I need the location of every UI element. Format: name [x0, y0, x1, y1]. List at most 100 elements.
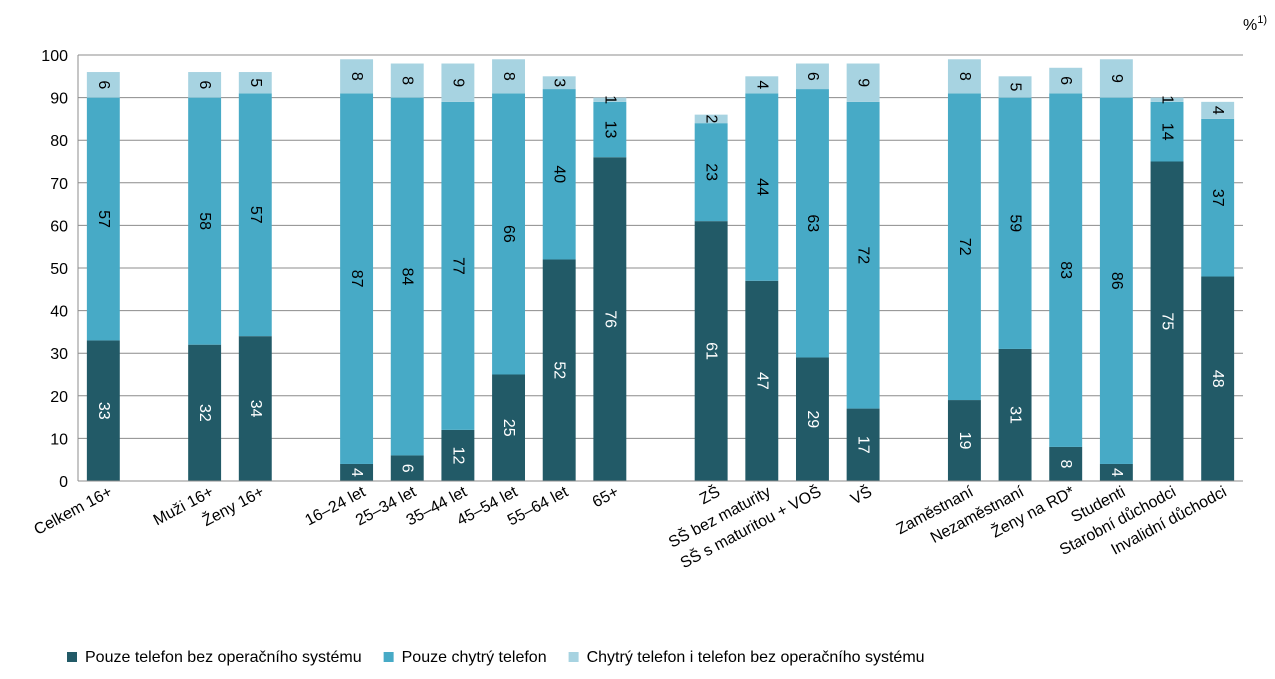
bar-segment-s1-c12 — [795, 357, 829, 481]
bar-segment-s3-c12 — [795, 63, 829, 90]
y-tick-label: 80 — [50, 133, 68, 150]
bar-segment-s3-c4 — [340, 59, 374, 94]
bars: 3357632586345754878684812779256685240376… — [86, 59, 1235, 482]
bar-segment-s1-c8 — [542, 259, 576, 481]
data-label-s1-c3: 34 — [247, 400, 264, 418]
bar-segment-s1-c7 — [492, 374, 526, 481]
data-label-s2-c16: 83 — [1057, 261, 1074, 279]
data-label-s3-c18: 1 — [1159, 95, 1176, 104]
bar-segment-s2-c14 — [947, 93, 981, 401]
bar-segment-s1-c17 — [1099, 463, 1133, 481]
data-label-s2-c4: 87 — [348, 270, 365, 288]
bar-segment-s2-c8 — [542, 89, 576, 260]
data-label-s2-c19: 37 — [1209, 189, 1226, 207]
bar-segment-s3-c3 — [238, 72, 272, 94]
bar-segment-s3-c15 — [998, 76, 1032, 98]
legend-entry-1: Pouze telefon bez operačního systému — [85, 649, 362, 666]
bar-segment-s3-c2 — [188, 72, 222, 98]
bar-segment-s2-c10 — [694, 123, 728, 222]
data-label-s1-c4: 4 — [348, 468, 365, 477]
y-tick-label: 50 — [50, 261, 68, 278]
data-label-s3-c6: 9 — [449, 78, 466, 87]
data-label-s2-c12: 63 — [804, 214, 821, 232]
data-label-s1-c16: 8 — [1057, 460, 1074, 469]
bar-segment-s1-c14 — [947, 400, 981, 481]
bar-segment-s2-c4 — [340, 93, 374, 464]
y-tick-label: 0 — [59, 474, 68, 491]
data-label-s3-c19: 4 — [1209, 106, 1226, 115]
bar-segment-s2-c3 — [238, 93, 272, 337]
bar-segment-s1-c3 — [238, 336, 272, 481]
bar-segment-s3-c11 — [745, 76, 779, 94]
data-label-s2-c14: 72 — [956, 238, 973, 256]
data-label-s1-c15: 31 — [1007, 406, 1024, 424]
data-label-s3-c1: 6 — [95, 80, 112, 89]
data-label-s3-c17: 9 — [1108, 74, 1125, 83]
legend-swatch-2 — [383, 652, 394, 662]
data-label-s1-c19: 48 — [1209, 370, 1226, 388]
data-label-s2-c3: 57 — [247, 206, 264, 224]
bar-segment-s3-c16 — [1049, 67, 1083, 94]
bar-segment-s3-c7 — [492, 59, 526, 94]
data-label-s1-c6: 12 — [449, 447, 466, 465]
bar-segment-s2-c12 — [795, 89, 829, 358]
legend-swatch-3 — [568, 652, 579, 662]
data-label-s1-c10: 61 — [703, 342, 720, 360]
bar-segment-s1-c16 — [1049, 446, 1083, 481]
data-label-s1-c1: 33 — [95, 402, 112, 420]
bar-segment-s1-c11 — [745, 280, 779, 481]
bar-segment-s2-c18 — [1150, 101, 1184, 162]
y-tick-label: 90 — [50, 91, 68, 108]
legend: Pouze telefon bez operačního systému Pouz… — [67, 649, 925, 666]
x-category-label: Celkem 16+ — [31, 484, 115, 539]
bar-segment-s2-c15 — [998, 97, 1032, 349]
data-label-s2-c9: 13 — [601, 121, 618, 139]
y-tick-label: 100 — [41, 48, 68, 65]
bar-segment-s2-c13 — [846, 101, 880, 409]
bar-segment-s1-c5 — [390, 455, 424, 481]
data-label-s1-c11: 47 — [753, 372, 770, 390]
bar-segment-s2-c11 — [745, 93, 779, 281]
bar-segment-s1-c6 — [441, 429, 475, 481]
data-label-s3-c16: 6 — [1057, 76, 1074, 85]
data-label-s3-c13: 9 — [855, 78, 872, 87]
bar-segment-s3-c6 — [441, 63, 475, 102]
data-label-s2-c17: 86 — [1108, 272, 1125, 290]
bar-segment-s1-c18 — [1150, 161, 1184, 481]
bar-segment-s3-c8 — [542, 76, 576, 90]
bar-segment-s1-c9 — [593, 157, 627, 482]
data-label-s2-c13: 72 — [855, 246, 872, 264]
bar-segment-s3-c18 — [1150, 97, 1184, 102]
data-label-s3-c10: 2 — [703, 114, 720, 123]
bar-segment-s3-c5 — [390, 63, 424, 98]
unit-label: %1) — [1243, 14, 1267, 34]
bar-segment-s3-c10 — [694, 114, 728, 124]
data-label-s2-c10: 23 — [703, 163, 720, 181]
bar-segment-s1-c2 — [188, 344, 222, 481]
data-label-s3-c7: 8 — [500, 72, 517, 81]
bar-segment-s3-c17 — [1099, 59, 1133, 98]
bar-segment-s2-c16 — [1049, 93, 1083, 447]
data-label-s3-c3: 5 — [247, 78, 264, 87]
data-label-s3-c9: 1 — [601, 95, 618, 104]
bar-segment-s3-c9 — [593, 97, 627, 102]
legend-entry-2: Pouze chytrý telefon — [402, 649, 547, 666]
bar-segment-s3-c1 — [86, 72, 120, 98]
y-tick-label: 60 — [50, 218, 68, 235]
y-tick-label: 20 — [50, 389, 68, 406]
data-label-s2-c2: 58 — [196, 212, 213, 230]
data-label-s2-c7: 66 — [500, 225, 517, 243]
data-label-s2-c6: 77 — [449, 257, 466, 275]
bar-segment-s1-c1 — [86, 340, 120, 481]
data-label-s2-c15: 59 — [1007, 214, 1024, 232]
data-label-s1-c14: 19 — [956, 432, 973, 450]
data-label-s3-c15: 5 — [1007, 82, 1024, 91]
data-label-s3-c5: 8 — [399, 76, 416, 85]
data-label-s1-c17: 4 — [1108, 468, 1125, 477]
bar-segment-s1-c4 — [340, 463, 374, 481]
gridlines — [78, 54, 1243, 439]
data-label-s1-c2: 32 — [196, 404, 213, 422]
data-label-s2-c8: 40 — [551, 165, 568, 183]
data-label-s1-c13: 17 — [855, 436, 872, 454]
